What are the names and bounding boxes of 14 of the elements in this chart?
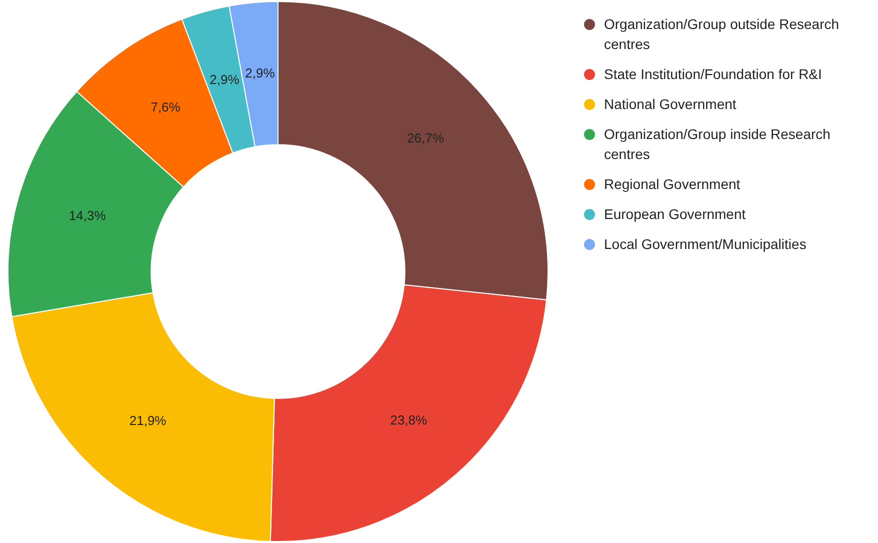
legend-label: State Institution/Foundation for R&I (603, 65, 823, 84)
legend-label: European Government (603, 205, 747, 224)
data-label: 21,9% (129, 412, 167, 428)
data-label: 14,3% (68, 208, 106, 224)
legend-label: Organization/Group inside Research centres (603, 125, 832, 164)
legend-label: Regional Government (603, 175, 742, 194)
data-label: 23,8% (390, 412, 428, 428)
legend-label: Organization/Group outside Research centres (603, 15, 840, 54)
data-label: 7,6% (150, 100, 181, 115)
data-label: 26,7% (407, 130, 444, 146)
legend-label: National Government (603, 95, 738, 114)
legend-label: Local Government/Municipalities (603, 235, 808, 254)
data-label: 2,9% (210, 72, 240, 87)
data-label: 2,9% (245, 65, 276, 80)
